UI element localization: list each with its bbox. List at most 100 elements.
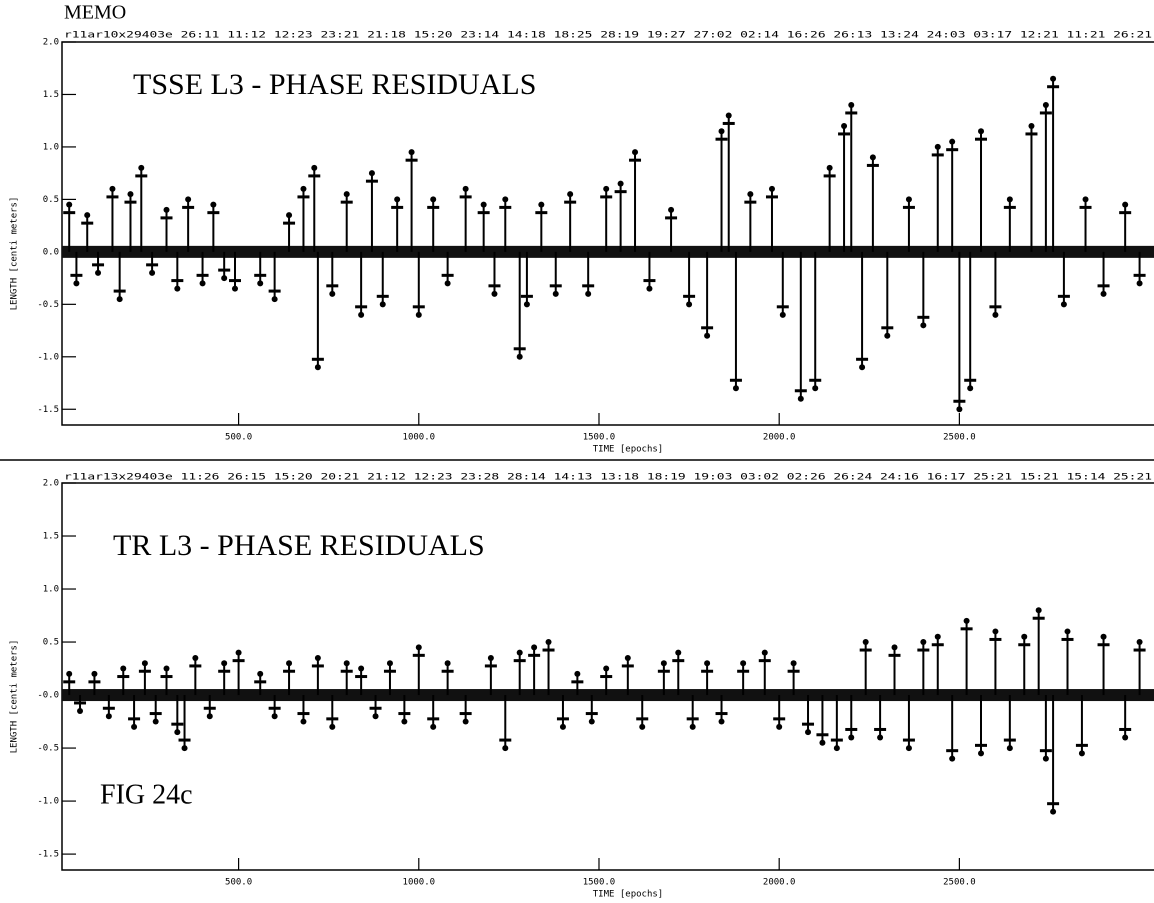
stem-point [1082, 196, 1089, 203]
stem-point [231, 285, 238, 292]
stem-point [768, 185, 775, 192]
stem-point [1042, 755, 1049, 762]
stem-point [221, 660, 228, 667]
y-tick-label: -1.5 [37, 850, 59, 860]
plot-frame [61, 41, 1154, 426]
stem-point [66, 670, 73, 677]
stem-point [848, 101, 855, 108]
chart-title: TR L3 - PHASE RESIDUALS [113, 529, 485, 562]
stem-point [992, 628, 999, 635]
stem-point [797, 395, 804, 402]
x-axis-label: TIME [epochs] [593, 445, 663, 455]
stem-point [73, 280, 80, 287]
stem-point [408, 149, 415, 156]
y-tick-label: -0.0 [37, 691, 59, 701]
y-tick-label: 1.5 [43, 532, 59, 542]
stem-point [502, 196, 509, 203]
stem-point [462, 718, 469, 725]
stem-point [271, 713, 278, 720]
stem-point [329, 723, 336, 730]
stem-point [415, 311, 422, 318]
stem-point [1122, 734, 1129, 741]
stem-point [386, 660, 393, 667]
stem-point [567, 191, 574, 198]
figure-label: FIG 24c [100, 779, 193, 810]
stem-point [877, 734, 884, 741]
stem-point [732, 385, 739, 392]
y-tick-label: -1.0 [37, 352, 59, 362]
stem-point [95, 269, 102, 276]
stem-point [516, 353, 523, 360]
stem-point [523, 301, 530, 308]
x-axis-label: TIME [epochs] [593, 890, 663, 900]
stem-point [1021, 633, 1028, 640]
stem-point [617, 180, 624, 187]
stem-point [185, 196, 192, 203]
stem-point [127, 191, 134, 198]
stem-point [116, 296, 123, 303]
y-tick-label: 2.0 [43, 479, 59, 489]
stem-point [174, 729, 181, 736]
stem-point [487, 654, 494, 661]
stem-point [221, 275, 228, 282]
stem-point [192, 654, 199, 661]
stem-point [934, 143, 941, 150]
x-tick-label: 500.0 [225, 878, 252, 888]
stem-point [963, 617, 970, 624]
stem-point [174, 285, 181, 292]
plot-frame [61, 482, 1154, 871]
stem-point [206, 713, 213, 720]
stem-point [84, 212, 91, 219]
stem-point [1050, 75, 1057, 82]
x-tick-label: 500.0 [225, 433, 252, 443]
stem-point [859, 364, 866, 371]
stem-point [884, 332, 891, 339]
stem-point [163, 206, 170, 213]
stem-point [704, 660, 711, 667]
stem-point [1122, 201, 1129, 208]
stem-point [1035, 607, 1042, 614]
y-tick-label: -0.5 [37, 744, 59, 754]
stem-point [1136, 280, 1143, 287]
stem-point [286, 212, 293, 219]
memo-label: MEMO [64, 2, 126, 24]
x-tick-label: 1500.0 [583, 878, 616, 888]
stem-point [1050, 808, 1057, 815]
stem-point [300, 718, 307, 725]
stem-point [1100, 290, 1107, 297]
stem-point [444, 280, 451, 287]
stem-point [559, 723, 566, 730]
stem-point [430, 723, 437, 730]
stem-point [1028, 122, 1035, 129]
y-tick-label: -0.5 [37, 300, 59, 310]
stem-point [779, 311, 786, 318]
stem-point [668, 206, 675, 213]
zero-band [62, 245, 1154, 258]
stem-point [639, 723, 646, 730]
chart-header: r11ar10x29403e 26:11 11:12 12:23 23:21 2… [64, 31, 1152, 41]
stem-point [516, 649, 523, 656]
stem-point [761, 649, 768, 656]
y-tick-label: 1.5 [43, 90, 59, 100]
stem-point [181, 745, 188, 752]
stem-point [77, 707, 84, 714]
stem-point [862, 639, 869, 646]
stem-point [819, 739, 826, 746]
stem-point [740, 660, 747, 667]
stem-point [502, 745, 509, 752]
stem-point [545, 639, 552, 646]
stem-point [848, 734, 855, 741]
y-tick-label: -1.5 [37, 405, 59, 415]
x-tick-label: 1000.0 [403, 433, 436, 443]
stem-point [163, 665, 170, 672]
stem-point [632, 149, 639, 156]
stem-point [1042, 101, 1049, 108]
stem-point [978, 750, 985, 757]
stem-point [812, 385, 819, 392]
stem-point [1060, 301, 1067, 308]
stem-point [956, 406, 963, 413]
stem-point [358, 665, 365, 672]
stem-point [314, 654, 321, 661]
stem-point [491, 290, 498, 297]
